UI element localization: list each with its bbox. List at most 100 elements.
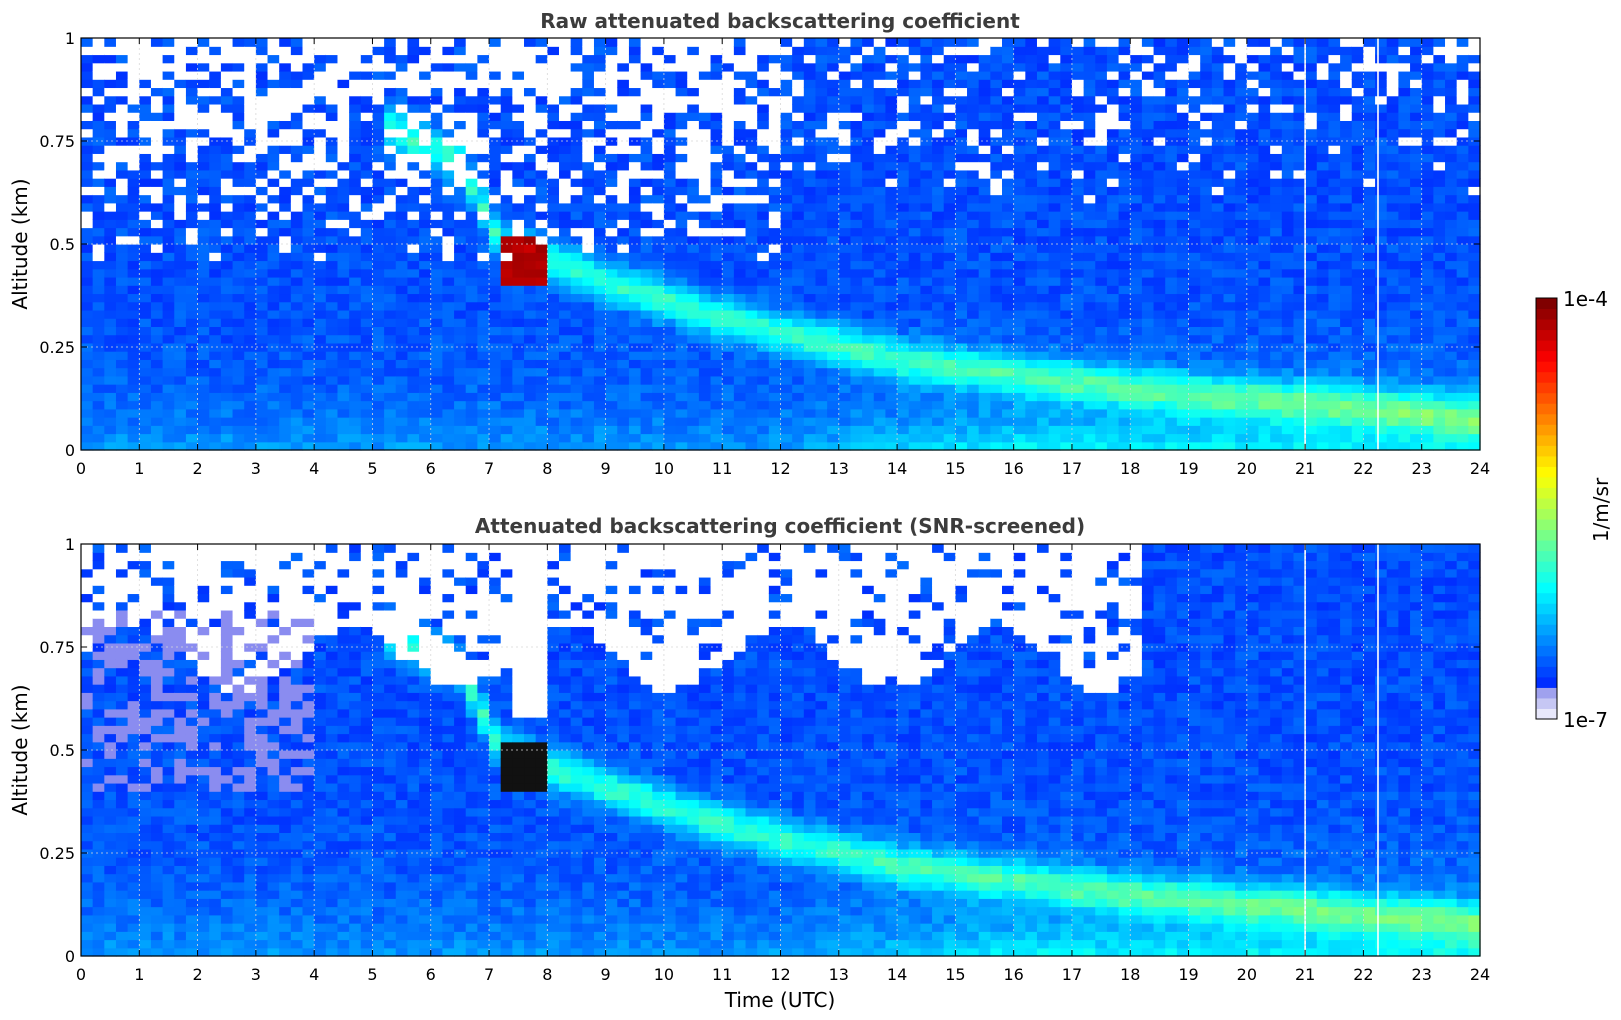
heatmap-cell [209, 433, 222, 443]
heatmap-cell [558, 194, 572, 204]
heatmap-cell [104, 79, 117, 89]
heatmap-cell [1153, 342, 1166, 352]
heatmap-cell [325, 120, 339, 130]
heatmap-cell [792, 169, 805, 179]
heatmap-cell [500, 425, 513, 435]
heatmap-cell [489, 235, 502, 245]
heatmap-cell [360, 351, 374, 360]
heatmap-cell [325, 260, 339, 270]
heatmap-cell [943, 408, 956, 418]
heatmap-cell [1048, 367, 1061, 377]
heatmap-cell [535, 276, 548, 286]
heatmap-cell [489, 268, 502, 278]
heatmap-cell [1071, 211, 1085, 220]
heatmap-cell [733, 392, 747, 402]
heatmap-cell [92, 136, 105, 146]
heatmap-cell [897, 367, 910, 377]
heatmap-cell [605, 128, 618, 138]
heatmap-cell [395, 62, 409, 72]
heatmap-cell [407, 268, 420, 278]
heatmap-cell [92, 87, 105, 97]
heatmap-cell [279, 87, 292, 97]
heatmap-cell [978, 285, 991, 295]
heatmap-cell [873, 276, 887, 286]
heatmap-cell [687, 392, 700, 402]
heatmap-cell [290, 433, 304, 443]
heatmap-cell [628, 309, 642, 319]
heatmap-cell [1106, 153, 1120, 163]
heatmap-cell [512, 219, 525, 229]
heatmap-cell [582, 260, 595, 270]
heatmap-cell [1211, 62, 1225, 72]
heatmap-cell [897, 54, 910, 64]
heatmap-cell [873, 392, 887, 402]
heatmap-cell [1060, 359, 1073, 369]
heatmap-cell [955, 392, 968, 402]
heatmap-cell [640, 375, 653, 385]
heatmap-cell [255, 178, 269, 187]
heatmap-cell [104, 186, 117, 196]
heatmap-cell [663, 145, 677, 154]
heatmap-cell [768, 186, 782, 196]
heatmap-cell [477, 112, 490, 121]
heatmap-cell [407, 136, 420, 146]
heatmap-cell [1223, 260, 1236, 270]
heatmap-cell [1025, 252, 1038, 262]
heatmap-cell [908, 318, 921, 327]
heatmap-cell [1141, 309, 1155, 319]
heatmap-cell [698, 136, 712, 146]
heatmap-cell [652, 268, 665, 278]
heatmap-cell [687, 128, 700, 138]
heatmap-cell [745, 95, 758, 105]
heatmap-cell [652, 153, 665, 163]
heatmap-cell [419, 95, 432, 105]
heatmap-cell [1211, 211, 1225, 220]
heatmap-cell [1071, 186, 1085, 196]
heatmap-cell [1048, 95, 1061, 105]
heatmap-cell [885, 161, 898, 171]
heatmap-cell [477, 359, 490, 369]
heatmap-cell [838, 46, 852, 56]
heatmap-cell [955, 103, 968, 113]
heatmap-cell [454, 326, 467, 336]
heatmap-cell [197, 375, 210, 385]
heatmap-cell [1130, 384, 1143, 393]
heatmap-cell [827, 46, 840, 56]
heatmap-cell [314, 425, 327, 435]
heatmap-cell [115, 375, 129, 385]
heatmap-cell [1165, 219, 1178, 229]
heatmap-cell [454, 400, 467, 410]
heatmap-cell [1060, 120, 1073, 130]
heatmap-cell [663, 79, 677, 89]
heatmap-cell [337, 169, 350, 179]
heatmap-cell [1036, 326, 1050, 336]
heatmap-cell [1025, 334, 1038, 344]
heatmap-cell [535, 46, 548, 56]
heatmap-cell [990, 194, 1003, 204]
heatmap-cell [209, 326, 222, 336]
heatmap-cell [803, 128, 817, 138]
heatmap-cell [640, 54, 653, 64]
heatmap-cell [978, 103, 991, 113]
heatmap-cell [1060, 400, 1073, 410]
heatmap-cell [698, 38, 712, 47]
heatmap-cell [605, 400, 618, 410]
heatmap-cell [1025, 211, 1038, 220]
heatmap-cell [1048, 219, 1061, 229]
heatmap-cell [372, 136, 385, 146]
heatmap-cell [372, 153, 385, 163]
heatmap-cell [1223, 87, 1236, 97]
heatmap-cell [115, 62, 129, 72]
heatmap-cell [244, 145, 257, 154]
heatmap-cell [1165, 169, 1178, 179]
heatmap-cell [174, 433, 187, 443]
heatmap-cell [943, 186, 956, 196]
heatmap-cell [1130, 87, 1143, 97]
heatmap-cell [302, 334, 315, 344]
heatmap-cell [349, 334, 362, 344]
heatmap-cell [815, 194, 828, 204]
heatmap-cell [990, 244, 1003, 253]
heatmap-cell [454, 112, 467, 121]
heatmap-cell [162, 120, 175, 130]
heatmap-cell [512, 153, 525, 163]
